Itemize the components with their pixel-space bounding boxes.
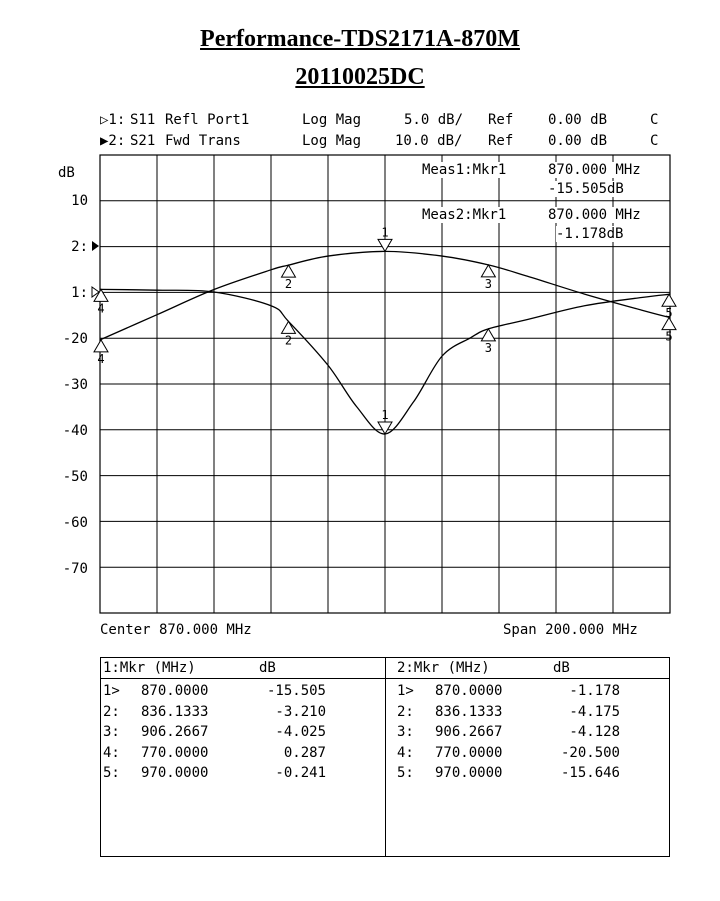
marker-freq: 970.0000 [141, 765, 209, 781]
trace-2-ref: 0.00 dB [548, 133, 608, 149]
marker-table-trace1: 1:Mkr (MHz) dB 1> 870.0000 -15.505 2: 836.13… [101, 658, 386, 856]
y-unit-label: dB [58, 165, 75, 181]
marker-val: 0.287 [283, 744, 326, 761]
marker-val: -15.505 [266, 683, 326, 699]
trace-2-param: S21 [130, 133, 156, 149]
y-tick-label: 10 [71, 193, 88, 209]
trace2-header-label: 2:Mkr (MHz) [397, 660, 490, 676]
y-tick-label: -30 [62, 377, 88, 393]
s21-marker-4-icon [93, 338, 109, 353]
marker-idx: 1> [103, 683, 120, 699]
marker-freq: 836.1333 [141, 703, 209, 720]
y-tick-label: 2: [71, 239, 88, 255]
s11-trace-line [99, 288, 671, 435]
trace-1-scale: 5.0 dB/ [404, 112, 464, 128]
marker-freq: 870.0000 [435, 683, 503, 699]
marker-idx: 3: [103, 724, 120, 740]
marker-val: -4.128 [569, 724, 620, 740]
trace-1-prefix: ▷1: [100, 112, 126, 128]
page-title: Performance-TDS2171A-870M [200, 26, 520, 52]
trace1-header-unit: dB [259, 660, 276, 676]
s21-marker-5-icon [661, 316, 677, 331]
marker-val: -1.178 [569, 683, 620, 699]
marker-val: -4.175 [569, 703, 620, 720]
meas1-freq: 870.000 MHz [548, 162, 641, 178]
trace-2-prefix: ▶2: [100, 133, 126, 149]
y-tick-label: -20 [62, 331, 88, 347]
ref-1-arrow-icon [91, 286, 100, 298]
marker-idx: 2: [397, 703, 414, 720]
trace-2-ref-label: Ref [488, 133, 514, 149]
s11-marker-5-icon [661, 293, 677, 307]
s11-marker-4-icon [93, 288, 109, 302]
marker-freq: 906.2667 [141, 724, 209, 740]
marker-table: 1:Mkr (MHz) dB 1> 870.0000 -15.505 2: 836.13… [100, 657, 670, 857]
meas2-value: -1.178dB [556, 226, 624, 242]
trace-1-ref: 0.00 dB [548, 112, 608, 128]
page-subtitle: 20110025DC [295, 64, 425, 90]
y-tick-label: -50 [62, 469, 88, 485]
meas2-label: Meas2:Mkr1 [422, 207, 507, 223]
s21-marker-2-icon [280, 264, 297, 278]
s11-marker-2-icon [280, 320, 297, 334]
s21-marker-1-icon [377, 238, 393, 253]
trace-1-format: Log Mag [302, 112, 362, 128]
s21-marker-3-label: 3 [485, 277, 492, 291]
marker-freq: 906.2667 [435, 724, 503, 740]
span-freq: Span 200.000 MHz [503, 622, 638, 638]
y-tick-label: -70 [62, 561, 88, 577]
y-tick-label: -60 [62, 515, 88, 531]
marker-freq: 836.1333 [435, 703, 503, 720]
trace-2-scale: 10.0 dB/ [395, 133, 463, 149]
meas1-label: Meas1:Mkr1 [422, 162, 507, 178]
trace-2-format: Log Mag [302, 133, 362, 149]
trace1-header-label: 1:Mkr (MHz) [103, 660, 196, 676]
trace-1-ref-label: Ref [488, 112, 514, 128]
s11-marker-3-label: 3 [485, 341, 492, 355]
y-tick-label: 1: [71, 285, 88, 301]
s21-marker-2-label: 2 [285, 277, 292, 291]
s11-marker-1-label: 1 [381, 408, 388, 422]
marker-freq: 770.0000 [141, 744, 209, 761]
s21-marker-4-label: 4 [97, 352, 104, 366]
marker-freq: 770.0000 [435, 744, 503, 761]
marker-idx: 5: [103, 765, 120, 781]
marker-val: -3.210 [275, 703, 326, 720]
marker-table-trace2: 2:Mkr (MHz) dB 1> 870.0000 -1.178 2: 836.133… [385, 658, 669, 856]
marker-val: -15.646 [560, 765, 620, 781]
s11-marker-3-icon [480, 327, 497, 342]
center-freq: Center 870.000 MHz [100, 622, 252, 638]
trace-1-flag: C [650, 112, 659, 128]
meas1-value: -15.505dB [548, 181, 624, 197]
s11-marker-1-icon [377, 421, 393, 436]
marker-idx: 4: [397, 744, 414, 761]
trace-1-desc: Refl Port1 [165, 112, 250, 128]
trace2-header-unit: dB [553, 660, 570, 676]
y-tick-label: -40 [62, 423, 88, 439]
marker-table-trace2-header: 2:Mkr (MHz) dB [385, 658, 669, 679]
marker-idx: 4: [103, 744, 120, 761]
s11-marker-4-label: 4 [97, 301, 104, 315]
s11-marker-2-label: 2 [285, 333, 292, 347]
marker-idx: 5: [397, 765, 414, 781]
trace-1-param: S11 [130, 112, 156, 128]
ref-2-arrow-icon [92, 241, 99, 251]
marker-val: -0.241 [275, 765, 326, 781]
marker-freq: 870.0000 [141, 683, 209, 699]
marker-val: -4.025 [275, 724, 326, 740]
marker-idx: 1> [397, 683, 414, 699]
s21-marker-5-label: 5 [665, 330, 672, 344]
s21-marker-3-icon [480, 263, 497, 278]
meas2-freq: 870.000 MHz [548, 207, 641, 223]
trace-2-desc: Fwd Trans [165, 133, 241, 149]
marker-idx: 2: [103, 703, 120, 720]
marker-freq: 970.0000 [435, 765, 503, 781]
s11-marker-5-label: 5 [665, 306, 672, 320]
marker-val: -20.500 [560, 744, 620, 761]
marker-idx: 3: [397, 724, 414, 740]
trace-2-flag: C [650, 133, 659, 149]
marker-table-trace1-header: 1:Mkr (MHz) dB [101, 658, 385, 679]
s21-marker-1-label: 1 [381, 225, 388, 239]
